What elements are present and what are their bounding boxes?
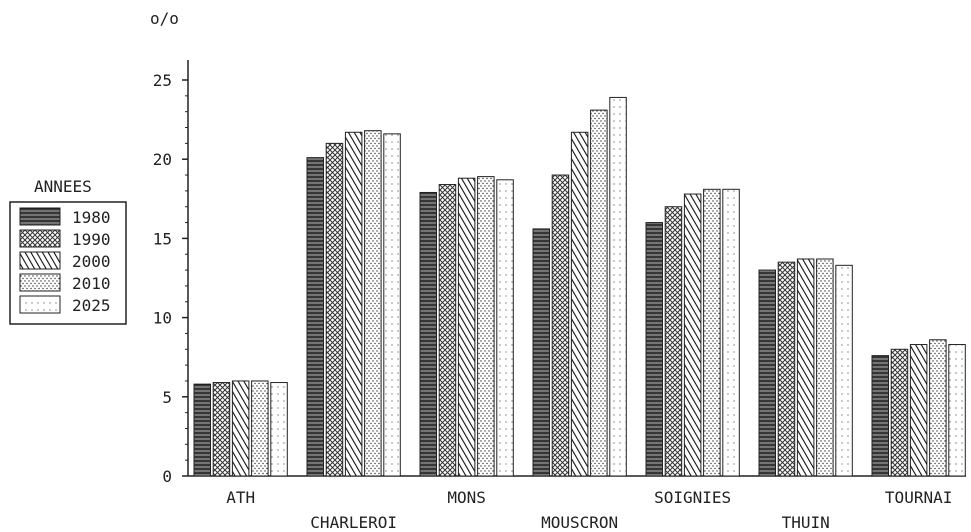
y-tick-label: 25 [153,71,172,90]
bar-mons-1980 [419,191,437,477]
legend-label: 2000 [72,252,111,271]
category-labels: ATH CHARLEROI MONS MOUSCRON SOIGNIES THUIN TOU… [226,488,952,532]
bar-tournai-1990 [890,348,909,477]
bar-thuin-1980 [758,269,776,477]
bar-charleroi-1990 [325,142,344,477]
bar-charleroi-1980 [306,157,324,477]
bar-soignies-2000 [683,193,702,477]
bar-charleroi-2025 [383,133,401,477]
y-tick-label: 20 [153,150,172,169]
bar-mons-2025 [496,179,514,477]
category-label: CHARLEROI [310,513,397,532]
bar-soignies-1980 [645,222,663,477]
category-label: TOURNAI [885,488,952,507]
y-unit-label: o/o [150,9,179,28]
bar-charleroi-2010 [364,130,382,477]
bar-mons-2000 [457,177,476,477]
bar-ath-2000 [231,380,250,477]
bar-thuin-2000 [796,258,815,477]
y-ticks: 0 5 10 15 20 25 [153,71,188,486]
category-label: THUIN [782,513,830,532]
legend-swatch-2000 [19,251,61,270]
bar-mouscron-1980 [532,228,550,477]
legend: ANNEES 1980 1990 2000 2010 2025 [9,177,127,325]
legend-swatch-2025 [19,295,61,314]
bar-mouscron-2010 [590,109,608,477]
legend-label: 2010 [72,274,111,293]
bar-soignies-2025 [722,188,740,477]
bar-mons-2010 [477,176,495,477]
legend-label: 1990 [72,230,111,249]
legend-label: 1980 [72,208,111,227]
bar-soignies-2010 [703,188,721,477]
bar-thuin-2010 [816,258,834,477]
bar-ath-1990 [212,382,231,477]
bar-soignies-1990 [664,206,683,477]
legend-label: 2025 [72,296,111,315]
bar-tournai-2010 [929,339,947,477]
bar-mouscron-2025 [609,96,627,477]
category-label: MONS [447,488,486,507]
bar-ath-2025 [270,382,288,477]
category-label: MOUSCRON [541,513,618,532]
category-label: ATH [226,488,255,507]
legend-title: ANNEES [34,177,92,196]
bar-tournai-1980 [871,355,889,477]
bar-mouscron-2000 [570,131,589,477]
category-label: SOIGNIES [654,488,731,507]
bar-ath-1980 [193,383,211,477]
y-tick-label: 15 [153,229,172,248]
bar-mons-1990 [438,184,457,477]
bar-thuin-1990 [777,261,796,477]
legend-swatch-1980 [19,207,61,226]
legend-box [9,201,127,325]
bar-tournai-2025 [948,344,966,477]
legend-swatch-1990 [19,229,61,248]
legend-swatch-2010 [19,273,61,292]
bar-charleroi-2000 [344,131,363,477]
y-tick-label: 5 [162,388,172,407]
y-tick-label: 0 [162,467,172,486]
bar-ath-2010 [251,380,269,477]
bar-tournai-2000 [909,344,928,477]
bars [193,96,966,477]
y-tick-label: 10 [153,309,172,328]
bar-mouscron-1990 [551,174,570,477]
bar-thuin-2025 [835,264,853,477]
